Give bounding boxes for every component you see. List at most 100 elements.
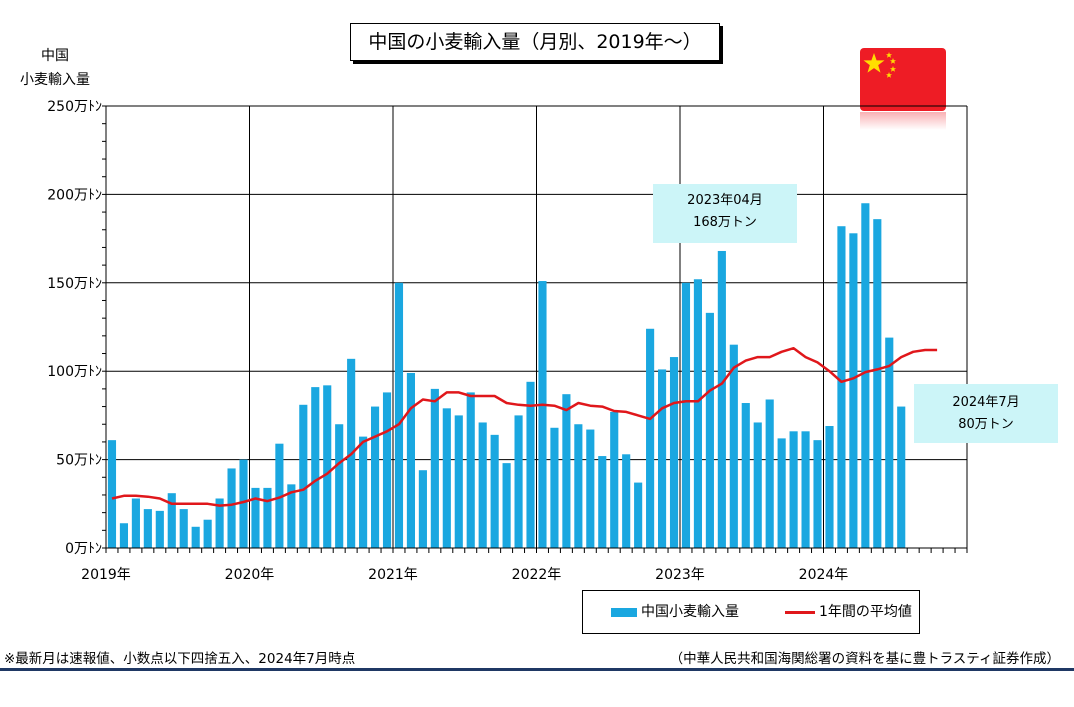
y-axis-label-line1: 中国: [41, 48, 69, 64]
source-note: （中華人民共和国海関総署の資料を基に豊トラスティ証券作成）: [669, 651, 1060, 667]
bar-1: [119, 523, 129, 548]
bar-6: [179, 509, 188, 548]
bar-51: [717, 250, 726, 548]
annotation-peak-value: 168万トン: [693, 215, 757, 230]
x-tick-label-2: 2021年: [368, 567, 418, 583]
flag-big-star: [863, 53, 885, 73]
y-tick-label-1: 50万ﾄﾝ: [56, 453, 102, 469]
bar-66: [897, 406, 906, 548]
bar-18: [323, 385, 332, 548]
bar-41: [598, 456, 607, 548]
bar-9: [215, 498, 224, 548]
bar-10: [227, 468, 236, 548]
bar-16: [299, 404, 308, 548]
annotation-latest-date: 2024年7月: [952, 395, 1020, 410]
bar-61: [837, 226, 846, 548]
legend-line-swatch: [785, 610, 815, 614]
flag-small-star-4: [886, 72, 892, 78]
flag-small-star-3: [890, 66, 896, 72]
bar-30: [466, 392, 475, 548]
annotation-latest-value: 80万トン: [958, 417, 1014, 432]
bar-19: [335, 424, 344, 548]
bar-58: [801, 431, 810, 548]
bar-28: [442, 408, 451, 548]
y-tick-label-4: 200万ﾄﾝ: [47, 187, 102, 203]
bar-52: [729, 344, 738, 548]
flag-small-star-1: [886, 52, 892, 58]
bar-37: [550, 427, 559, 548]
bar-64: [873, 219, 882, 549]
bar-44: [634, 482, 643, 548]
bar-55: [765, 399, 774, 548]
legend-line-label: 1年間の平均値: [819, 604, 912, 620]
average-line: [111, 346, 938, 507]
bar-22: [370, 406, 380, 548]
y-axis-label: 中国 小麦輸入量: [12, 44, 98, 92]
legend: 中国小麦輸入量 1年間の平均値: [582, 590, 920, 634]
bar-7: [191, 526, 200, 548]
y-tick-label-2: 100万ﾄﾝ: [47, 364, 102, 380]
x-tick-label-3: 2022年: [512, 567, 562, 583]
x-tick-label-1: 2020年: [225, 567, 275, 583]
bar-8: [203, 519, 212, 548]
bar-57: [789, 431, 798, 548]
bar-38: [562, 394, 571, 548]
flag-stars: [863, 52, 896, 78]
chart-title: 中国の小麦輸入量（月別、2019年～）: [350, 23, 720, 61]
bar-50: [705, 312, 714, 548]
bar-26: [418, 470, 427, 548]
bar-3: [143, 509, 152, 548]
bar-33: [502, 463, 511, 548]
bar-65: [885, 337, 894, 548]
bar-24: [394, 282, 404, 548]
y-axis-label-line2: 小麦輸入量: [20, 72, 90, 88]
bar-54: [753, 422, 762, 548]
bar-21: [359, 436, 368, 548]
bar-34: [514, 415, 523, 548]
legend-bar-label: 中国小麦輸入量: [641, 604, 739, 620]
x-tick-label-5: 2024年: [799, 567, 849, 583]
annotation-peak-date: 2023年04月: [687, 193, 763, 208]
bar-53: [741, 403, 750, 548]
bar-45: [646, 328, 655, 548]
y-tick-label-5: 250万ﾄﾝ: [47, 99, 102, 115]
bar-11: [239, 459, 248, 548]
bar-12: [251, 487, 260, 548]
bar-5: [167, 493, 176, 548]
bar-2: [131, 498, 140, 548]
y-tick-label-3: 150万ﾄﾝ: [47, 276, 102, 292]
bar-48: [681, 282, 691, 548]
bar-62: [849, 233, 858, 548]
bar-63: [861, 203, 870, 549]
legend-item-line: 1年間の平均値: [785, 591, 912, 633]
bar-23: [382, 392, 392, 548]
flag-reflection: [860, 112, 946, 130]
x-tick-label-4: 2023年: [655, 567, 705, 583]
bar-27: [430, 388, 439, 548]
bar-14: [275, 443, 284, 548]
bar-0: [107, 440, 117, 548]
legend-item-bar: 中国小麦輸入量: [611, 591, 739, 633]
bar-59: [813, 440, 822, 548]
bar-13: [263, 487, 272, 548]
bar-25: [406, 372, 416, 548]
bar-35: [526, 381, 535, 548]
x-tick-label-0: 2019年: [81, 567, 131, 583]
bar-17: [311, 387, 320, 548]
y-tick-label-0: 0万ﾄﾝ: [65, 541, 102, 557]
bar-40: [586, 429, 595, 548]
bar-32: [490, 434, 499, 548]
flag-small-star-2: [890, 58, 896, 64]
bar-49: [693, 279, 703, 548]
bar-31: [478, 422, 487, 548]
footnote: ※最新月は速報値、小数点以下四捨五入、2024年7月時点: [4, 651, 356, 667]
bar-39: [574, 424, 583, 548]
annotation-latest: 2024年7月 80万トン: [914, 384, 1058, 443]
bar-56: [777, 438, 786, 548]
china-flag-icon: [860, 48, 946, 111]
bar-29: [454, 415, 463, 548]
bar-15: [287, 484, 296, 548]
annotation-peak: 2023年04月 168万トン: [653, 184, 797, 243]
bar-47: [669, 357, 679, 548]
